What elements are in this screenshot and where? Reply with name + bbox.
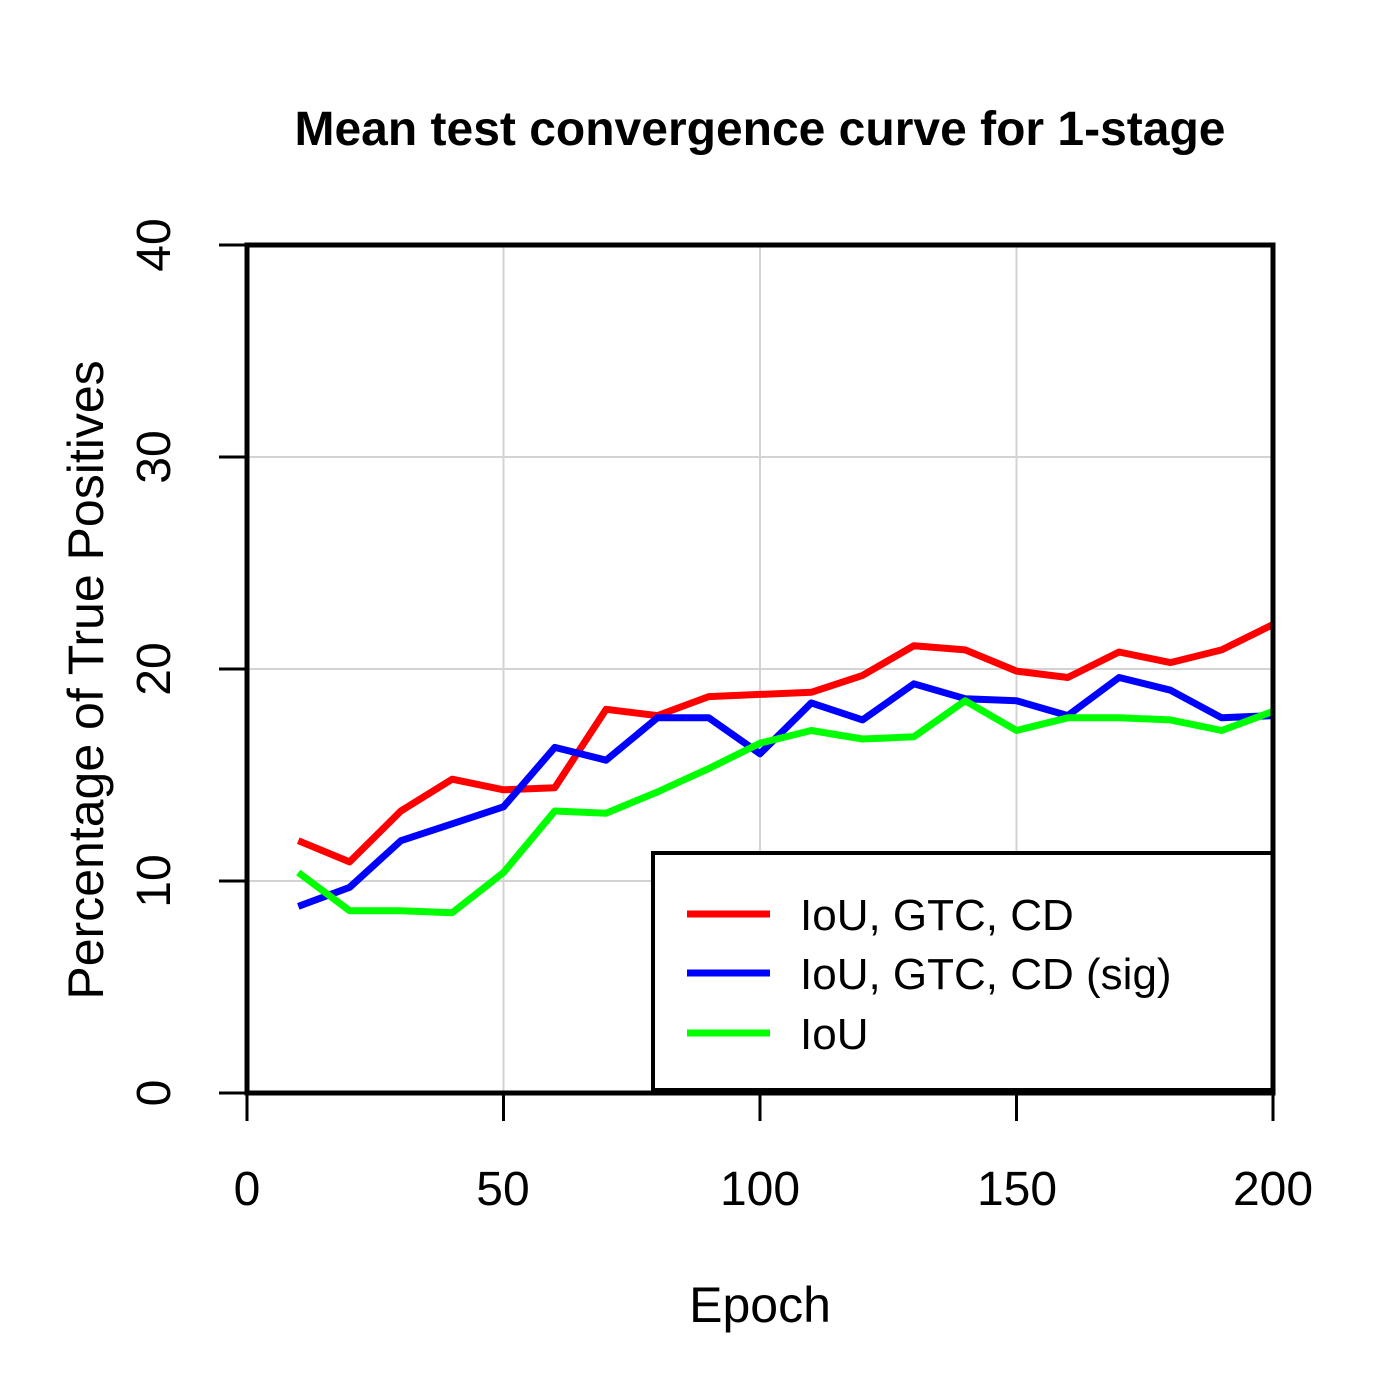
y-tick-label-20: 20 <box>128 642 181 695</box>
y-tick-label-0: 0 <box>128 1080 181 1107</box>
legend: IoU, GTC, CD IoU, GTC, CD (sig) IoU <box>651 851 1275 1092</box>
y-tick-label-10: 10 <box>128 854 181 907</box>
y-axis-title: Percentage of True Positives <box>58 360 114 999</box>
x-tick-label-150: 150 <box>977 1163 1057 1216</box>
legend-label-iou: IoU <box>800 1010 868 1059</box>
x-tick-label-50: 50 <box>476 1163 529 1216</box>
y-tick-label-40: 40 <box>128 218 181 271</box>
x-tick-label-200: 200 <box>1233 1163 1313 1216</box>
chart-title: Mean test convergence curve for 1-stage <box>294 103 1225 156</box>
x-tick-labels: 0 50 100 150 200 <box>234 1163 1313 1216</box>
tick-marks <box>219 243 1275 1121</box>
legend-label-iou-gtc-cd: IoU, GTC, CD <box>800 891 1074 940</box>
series-line-2 <box>296 697 1275 917</box>
series-line-0 <box>296 621 1275 866</box>
x-tick-label-100: 100 <box>720 1163 800 1216</box>
series-lines <box>296 621 1275 917</box>
series-line-1 <box>297 674 1274 910</box>
legend-label-iou-gtc-cd-sig: IoU, GTC, CD (sig) <box>800 950 1172 999</box>
y-tick-label-30: 30 <box>128 430 181 483</box>
x-tick-label-0: 0 <box>234 1163 261 1216</box>
x-axis-title: Epoch <box>689 1277 831 1333</box>
y-tick-labels: 0 10 20 30 40 <box>128 218 181 1106</box>
